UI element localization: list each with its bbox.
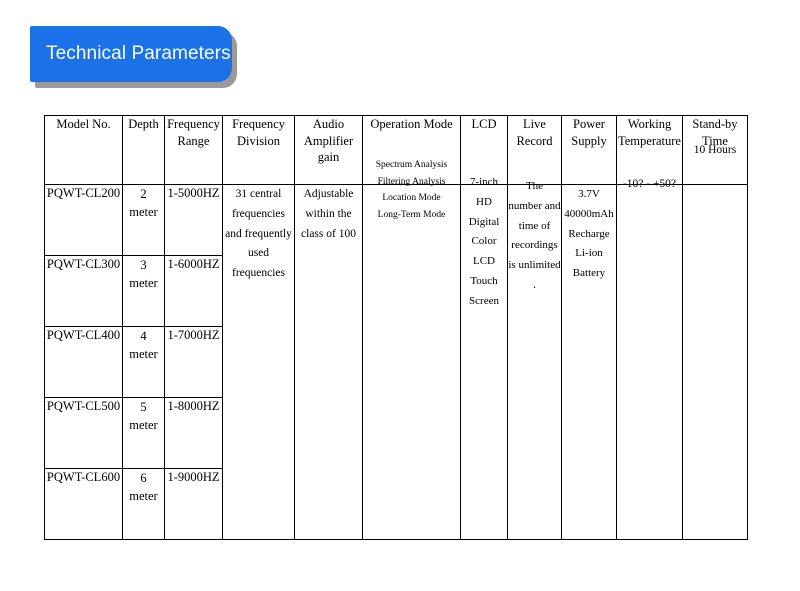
title-banner: Technical Parameters — [30, 26, 237, 88]
cell-model-no: PQWT-CL400 — [44, 326, 123, 398]
header-audio-amplifier-gain: Audio Amplifier gain — [294, 115, 363, 185]
depth-value: 6 — [140, 471, 147, 485]
cell-depth: 5 meter — [122, 397, 165, 469]
cell-working-temperature: -10? - +50? — [616, 178, 683, 540]
cell-live-record: The number and time of recordings is unl… — [507, 180, 562, 540]
depth-value: 5 — [140, 400, 147, 414]
header-working-temperature: Working Temperature — [616, 115, 683, 185]
depth-unit: meter — [129, 489, 158, 504]
cell-model-no: PQWT-CL600 — [44, 468, 123, 540]
operation-mode-item: Spectrum Analysis — [375, 160, 448, 170]
title-banner-plate: Technical Parameters — [30, 26, 232, 82]
cell-depth: 2 meter — [122, 184, 165, 256]
cell-lcd: 7-inch HD Digital Color LCD Touch Screen — [460, 176, 508, 540]
cell-power-supply: 3.7V 40000mAh Recharge Li-ion Battery — [561, 184, 617, 540]
cell-standby-time: 10 Hours — [682, 144, 748, 540]
header-live-record: Live Record — [507, 115, 562, 185]
depth-unit: meter — [129, 418, 158, 433]
cell-frequency-range: 1-9000HZ — [164, 468, 223, 540]
cell-depth: 3 meter — [122, 255, 165, 327]
cell-frequency-division: 31 central frequencies and frequently us… — [222, 184, 295, 540]
header-frequency-division: Frequency Division — [222, 115, 295, 185]
depth-unit: meter — [129, 276, 158, 291]
header-frequency-range: Frequency Range — [164, 115, 223, 185]
depth-unit: meter — [129, 205, 158, 220]
header-depth: Depth — [122, 115, 165, 185]
depth-value: 4 — [140, 329, 147, 343]
header-operation-mode: Operation Mode — [362, 115, 461, 185]
depth-value: 2 — [140, 187, 147, 201]
cell-model-no: PQWT-CL500 — [44, 397, 123, 469]
table-row: PQWT-CL300 3 meter 1-6000HZ — [44, 255, 748, 327]
depth-unit: meter — [129, 347, 158, 362]
header-model-no: Model No. — [44, 115, 123, 185]
cell-model-no: PQWT-CL200 — [44, 184, 123, 256]
header-lcd: LCD — [460, 115, 508, 185]
cell-depth: 4 meter — [122, 326, 165, 398]
cell-depth: 6 meter — [122, 468, 165, 540]
table-row: PQWT-CL600 6 meter 1-9000HZ — [44, 468, 748, 540]
table-row: PQWT-CL500 5 meter 1-8000HZ — [44, 397, 748, 469]
cell-audio-amplifier-gain: Adjustable within the class of 100 — [294, 184, 363, 540]
table-header-row: Model No. Depth Frequency Range Frequenc… — [44, 115, 748, 185]
cell-frequency-range: 1-7000HZ — [164, 326, 223, 398]
page-title: Technical Parameters — [46, 43, 231, 64]
table-row: PQWT-CL200 2 meter 1-5000HZ 31 central f… — [44, 144, 748, 540]
table-row: PQWT-CL400 4 meter 1-7000HZ — [44, 326, 748, 398]
depth-value: 3 — [140, 258, 147, 272]
cell-frequency-range: 1-5000HZ — [164, 184, 223, 256]
technical-parameters-table: Model No. Depth Frequency Range Frequenc… — [44, 115, 748, 540]
cell-operation-mode: Spectrum Analysis Filtering Analysis Loc… — [362, 160, 461, 540]
operation-mode-list: Spectrum Analysis Filtering Analysis Loc… — [363, 157, 460, 224]
operation-mode-item: Filtering Analysis — [377, 176, 446, 187]
header-power-supply: Power Supply — [561, 115, 617, 185]
header-standby-time: Stand-by Time — [682, 115, 748, 185]
operation-mode-item: Location Mode — [382, 193, 441, 204]
operation-mode-item: Long-Term Mode — [377, 209, 446, 220]
cell-frequency-range: 1-6000HZ — [164, 255, 223, 327]
cell-frequency-range: 1-8000HZ — [164, 397, 223, 469]
cell-model-no: PQWT-CL300 — [44, 255, 123, 327]
